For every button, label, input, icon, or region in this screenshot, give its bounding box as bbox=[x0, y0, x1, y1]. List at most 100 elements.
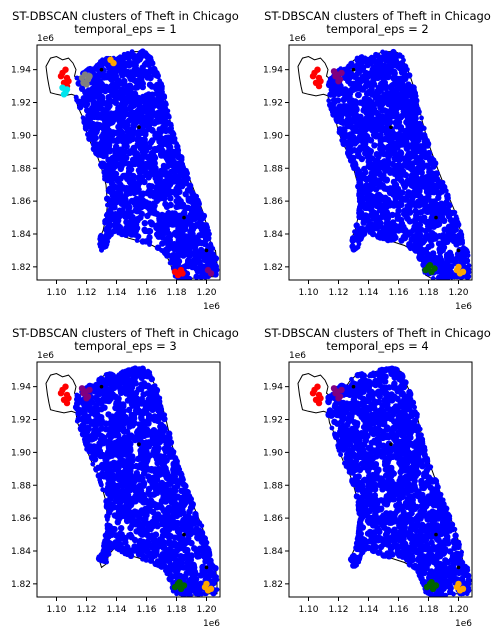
data-point bbox=[165, 127, 173, 134]
data-point bbox=[77, 426, 83, 431]
data-point bbox=[194, 257, 201, 264]
data-point bbox=[108, 531, 115, 538]
data-point bbox=[93, 128, 100, 136]
y-tick-label: 1.86 bbox=[263, 197, 283, 207]
data-point bbox=[428, 198, 435, 205]
plot-area bbox=[297, 48, 472, 280]
data-point bbox=[401, 161, 408, 169]
data-point bbox=[356, 79, 364, 86]
data-point bbox=[154, 453, 162, 460]
data-point bbox=[146, 491, 154, 498]
data-point bbox=[141, 226, 148, 233]
data-point bbox=[139, 238, 146, 245]
data-point bbox=[121, 194, 128, 201]
data-point bbox=[175, 243, 182, 250]
data-point bbox=[109, 232, 114, 238]
data-point bbox=[105, 239, 111, 245]
data-point bbox=[181, 209, 188, 216]
data-point bbox=[171, 230, 178, 237]
data-point bbox=[147, 384, 154, 392]
data-point bbox=[144, 212, 151, 220]
data-point bbox=[199, 591, 205, 597]
data-point bbox=[120, 401, 127, 408]
data-point bbox=[140, 479, 148, 487]
data-point bbox=[143, 558, 149, 563]
data-point bbox=[371, 124, 379, 132]
data-point bbox=[116, 503, 123, 510]
y-offset-label: 1e6 bbox=[37, 351, 54, 361]
data-point bbox=[182, 526, 189, 534]
data-point bbox=[347, 136, 355, 143]
data-point bbox=[105, 411, 112, 418]
plot-area bbox=[297, 365, 472, 597]
data-point bbox=[139, 149, 147, 156]
data-point bbox=[199, 536, 206, 544]
data-point bbox=[198, 531, 205, 538]
data-point bbox=[155, 246, 161, 251]
x-tick-label: 1.20 bbox=[196, 605, 216, 615]
data-point bbox=[453, 214, 459, 220]
data-point bbox=[111, 432, 119, 439]
data-point bbox=[119, 370, 124, 376]
data-point bbox=[178, 487, 185, 494]
data-point bbox=[406, 176, 414, 184]
data-point bbox=[426, 221, 433, 228]
data-point bbox=[151, 445, 159, 453]
data-point bbox=[412, 122, 419, 130]
data-point bbox=[337, 103, 344, 110]
x-tick-label: 1.18 bbox=[166, 605, 186, 615]
data-point bbox=[125, 168, 133, 175]
data-point bbox=[358, 235, 364, 241]
data-point bbox=[57, 73, 65, 80]
data-point bbox=[154, 84, 162, 91]
data-point bbox=[191, 564, 198, 571]
data-point bbox=[417, 238, 425, 246]
data-point bbox=[163, 153, 170, 161]
data-point bbox=[176, 171, 184, 178]
data-point bbox=[392, 119, 399, 126]
data-point bbox=[208, 241, 214, 247]
data-point bbox=[125, 476, 132, 484]
data-point bbox=[173, 455, 179, 460]
data-point bbox=[352, 229, 357, 235]
data-point bbox=[99, 247, 104, 253]
data-point bbox=[170, 476, 177, 484]
data-point bbox=[145, 416, 152, 423]
data-point bbox=[358, 155, 366, 163]
data-point bbox=[80, 431, 85, 437]
data-point bbox=[74, 75, 80, 81]
y-offset-label: 1e6 bbox=[289, 34, 306, 44]
data-point bbox=[189, 501, 196, 508]
data-point bbox=[136, 175, 144, 182]
data-point bbox=[101, 543, 106, 549]
data-point bbox=[181, 176, 188, 183]
x-tick-label: 1.14 bbox=[106, 605, 126, 615]
data-point bbox=[354, 55, 360, 61]
data-point bbox=[132, 202, 139, 209]
data-point bbox=[194, 234, 201, 241]
data-point bbox=[135, 188, 142, 195]
data-point bbox=[342, 74, 349, 82]
data-point bbox=[190, 210, 197, 218]
x-offset-label: 1e6 bbox=[203, 619, 220, 629]
data-point bbox=[360, 64, 367, 72]
data-point bbox=[401, 57, 406, 63]
data-point bbox=[169, 221, 176, 228]
data-point bbox=[134, 141, 141, 148]
data-point bbox=[98, 232, 104, 238]
data-point bbox=[356, 120, 363, 127]
data-point bbox=[395, 192, 402, 199]
data-point bbox=[134, 94, 142, 102]
data-point bbox=[381, 79, 388, 86]
data-point bbox=[103, 502, 109, 508]
data-point bbox=[382, 72, 389, 79]
data-point bbox=[370, 197, 378, 204]
data-point bbox=[156, 217, 163, 224]
data-point bbox=[423, 232, 431, 239]
data-point bbox=[400, 108, 407, 115]
x-tick-label: 1.12 bbox=[328, 288, 348, 298]
data-point bbox=[432, 170, 439, 178]
data-point bbox=[452, 210, 458, 215]
data-point bbox=[393, 113, 401, 121]
data-point bbox=[373, 51, 379, 57]
